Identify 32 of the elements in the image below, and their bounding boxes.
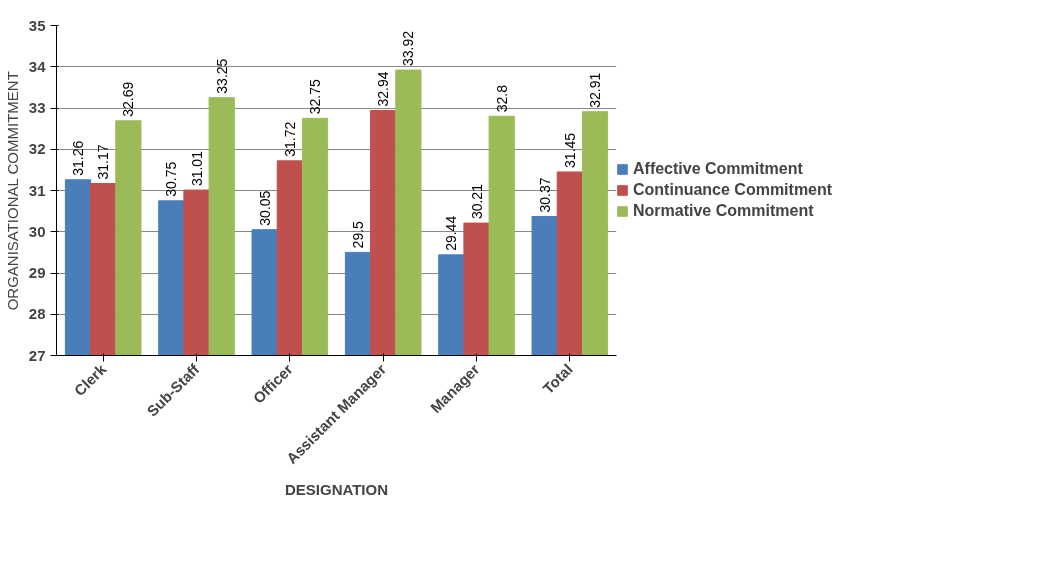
data-label: 31.01 — [188, 150, 205, 187]
y-tick-label: 32 — [28, 140, 46, 158]
data-label: 31.45 — [561, 132, 578, 168]
data-label: 32.94 — [375, 71, 392, 107]
y-tick-label: 30 — [28, 222, 46, 240]
data-label: 30.05 — [256, 190, 273, 226]
y-tick-label: 33 — [28, 99, 46, 116]
y-tick-label: 28 — [28, 305, 46, 323]
legend-label: Continuance Commitment — [633, 181, 833, 199]
data-label: 33.25 — [213, 58, 230, 94]
y-tick-label: 27 — [28, 346, 46, 364]
y-tick-label: 34 — [28, 57, 47, 75]
data-label: 31.17 — [95, 144, 112, 180]
y-axis-title: ORGANISATIONAL COMMITMENT — [3, 71, 21, 311]
data-label: 32.69 — [120, 81, 137, 117]
x-axis-title: DESIGNATION — [284, 480, 389, 498]
legend-label: Normative Commitment — [633, 202, 814, 220]
data-label: 32.91 — [587, 72, 604, 108]
legend-label: Affective Commitment — [633, 160, 803, 178]
data-label: 30.21 — [468, 183, 485, 220]
y-tick-label: 31 — [28, 181, 46, 199]
data-label: 30.37 — [536, 177, 553, 213]
y-tick-label: 29 — [28, 264, 46, 281]
data-label: 31.72 — [281, 121, 298, 157]
data-label: 29.5 — [349, 220, 366, 249]
data-label: 29.44 — [443, 215, 460, 251]
data-label: 32.75 — [307, 79, 324, 115]
y-tick-label: 35 — [28, 16, 46, 34]
data-label: 30.75 — [163, 161, 180, 197]
data-label: 33.92 — [400, 30, 417, 67]
data-label: 31.26 — [69, 140, 86, 176]
data-label: 32.8 — [493, 84, 510, 113]
